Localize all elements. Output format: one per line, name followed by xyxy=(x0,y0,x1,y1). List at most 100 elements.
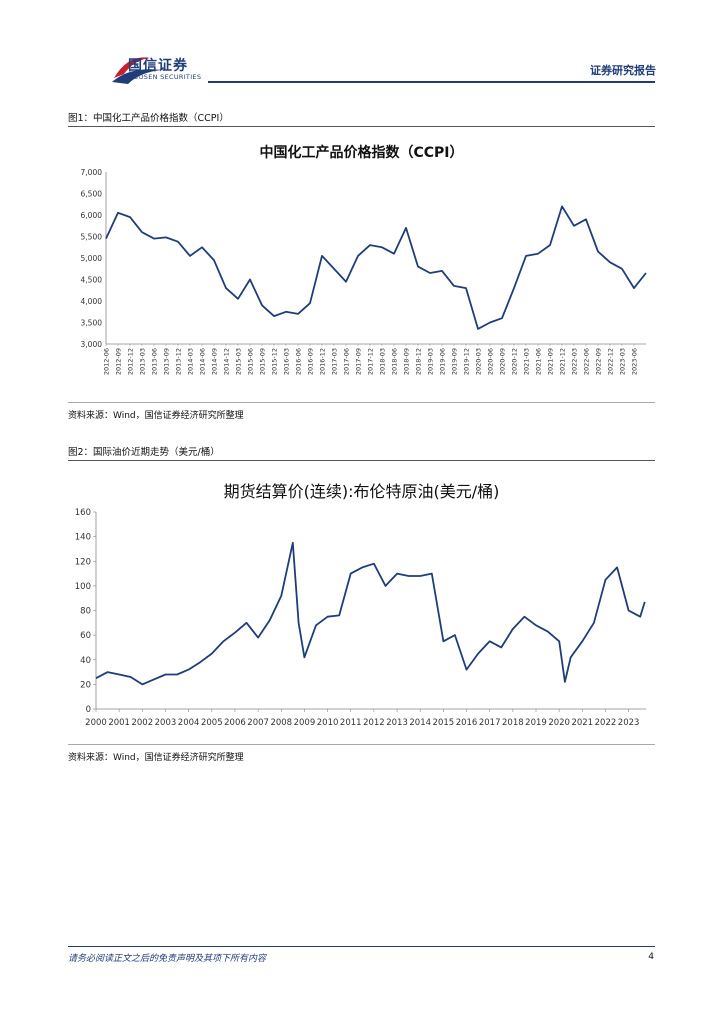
x-tick-label: 2018-12 xyxy=(415,348,423,375)
x-tick-label: 2006 xyxy=(224,718,246,728)
y-tick-label: 7,000 xyxy=(81,168,103,177)
x-tick-label: 2020-09 xyxy=(499,348,507,375)
y-tick-label: 160 xyxy=(75,508,91,518)
brand-name-en: GUOSEN SECURITIES xyxy=(128,73,202,81)
x-tick-label: 2015-12 xyxy=(271,348,279,375)
x-tick-label: 2017-03 xyxy=(331,348,339,375)
x-tick-label: 2022-03 xyxy=(571,348,579,375)
x-tick-label: 2009 xyxy=(294,718,316,728)
x-tick-label: 2021-03 xyxy=(523,348,531,375)
logo-red-swoosh xyxy=(114,57,150,78)
x-tick-label: 2004 xyxy=(178,718,200,728)
x-tick-label: 2002 xyxy=(131,718,153,728)
x-tick-label: 2015-03 xyxy=(235,348,243,375)
x-tick-label: 2012-06 xyxy=(103,348,111,375)
y-tick-label: 80 xyxy=(80,607,91,617)
x-tick-label: 2015 xyxy=(433,718,455,728)
x-tick-label: 2011 xyxy=(340,718,362,728)
y-tick-label: 4,500 xyxy=(81,276,103,285)
x-tick-label: 2013-06 xyxy=(151,348,159,375)
x-tick-label: 2021-06 xyxy=(535,348,543,375)
y-tick-label: 6,000 xyxy=(81,211,103,220)
x-tick-label: 2022-09 xyxy=(595,348,603,375)
y-tick-label: 40 xyxy=(80,656,91,666)
figure-1-source: 资料来源：Wind，国信证券经济研究所整理 xyxy=(68,411,244,421)
figure-2-source: 资料来源：Wind，国信证券经济研究所整理 xyxy=(68,753,244,763)
x-tick-label: 2018-06 xyxy=(391,348,399,375)
header-rule xyxy=(208,81,655,83)
x-tick-label: 2021-09 xyxy=(547,348,555,375)
x-tick-label: 2016-06 xyxy=(295,348,303,375)
x-tick-label: 2017-09 xyxy=(355,348,363,375)
x-tick-label: 2020-12 xyxy=(511,348,519,375)
x-tick-label: 2014-12 xyxy=(223,348,231,375)
x-tick-label: 2019-06 xyxy=(439,348,447,375)
x-tick-label: 2008 xyxy=(270,718,292,728)
x-tick-label: 2015-06 xyxy=(247,348,255,375)
x-tick-label: 2020 xyxy=(548,718,570,728)
x-tick-label: 2022-06 xyxy=(583,348,591,375)
x-tick-label: 2022-12 xyxy=(607,348,615,375)
x-tick-label: 2023 xyxy=(618,718,640,728)
figure-2-top-rule xyxy=(68,460,655,461)
x-tick-label: 2007 xyxy=(247,718,269,728)
x-tick-label: 2019 xyxy=(525,718,547,728)
y-tick-label: 100 xyxy=(75,582,91,592)
x-tick-label: 2020-03 xyxy=(475,348,483,375)
x-tick-label: 2016-09 xyxy=(307,348,315,375)
x-tick-label: 2012-12 xyxy=(127,348,135,375)
chart-1-title: 中国化工产品价格指数（CCPI） xyxy=(259,145,464,161)
x-tick-label: 2021-12 xyxy=(559,348,567,375)
x-tick-label: 2017 xyxy=(479,718,501,728)
x-tick-label: 2016-03 xyxy=(283,348,291,375)
disclaimer-note: 请务必阅读正文之后的免责声明及其项下所有内容 xyxy=(68,954,267,964)
x-tick-label: 2014-09 xyxy=(211,348,219,375)
report-type-label: 证券研究报告 xyxy=(590,64,656,77)
x-tick-label: 2014-06 xyxy=(199,348,207,375)
x-tick-label: 2014-03 xyxy=(187,348,195,375)
figure-1-top-rule xyxy=(68,126,655,127)
x-tick-label: 2020-06 xyxy=(487,348,495,375)
x-tick-label: 2013 xyxy=(386,718,408,728)
y-tick-label: 20 xyxy=(80,680,91,690)
x-tick-label: 2016-12 xyxy=(319,348,327,375)
x-tick-label: 2017-06 xyxy=(343,348,351,375)
y-tick-label: 4,000 xyxy=(81,297,103,306)
chart-2-title: 期货结算价(连续):布伦特原油(美元/桶) xyxy=(223,482,500,501)
footer-rule xyxy=(68,946,655,947)
y-tick-label: 120 xyxy=(75,557,91,567)
x-tick-label: 2019-12 xyxy=(463,348,471,375)
x-tick-label: 2016 xyxy=(456,718,478,728)
x-tick-label: 2012 xyxy=(363,718,385,728)
x-tick-label: 2015-09 xyxy=(259,348,267,375)
x-tick-label: 2001 xyxy=(108,718,130,728)
y-tick-label: 60 xyxy=(80,631,91,641)
y-tick-label: 5,000 xyxy=(81,254,103,263)
x-tick-label: 2010 xyxy=(317,718,339,728)
x-tick-label: 2014 xyxy=(409,718,431,728)
x-tick-label: 2003 xyxy=(155,718,177,728)
brent-series-line xyxy=(95,541,646,686)
x-tick-label: 2013-12 xyxy=(175,348,183,375)
page-number: 4 xyxy=(648,952,654,962)
x-tick-label: 2019-09 xyxy=(451,348,459,375)
x-tick-label: 2013-03 xyxy=(139,348,147,375)
x-tick-label: 2021 xyxy=(571,718,593,728)
figure-1-caption: 图1：中国化工产品价格指数（CCPI） xyxy=(68,113,229,124)
chart-1-ccpi: 7,000 6,500 6,000 5,500 5,000 4,500 4,000 3,500… xyxy=(81,168,647,375)
y-tick-label: 140 xyxy=(75,533,91,543)
figure-2-bottom-rule xyxy=(68,744,655,745)
guosen-logo xyxy=(112,57,162,84)
x-tick-label: 2023-06 xyxy=(631,348,639,375)
y-tick-label: 3,000 xyxy=(81,340,103,349)
brand-name-cn: 国信证券 xyxy=(128,58,188,74)
figure-1-bottom-rule xyxy=(68,402,655,403)
x-tick-label: 2018 xyxy=(502,718,524,728)
x-tick-label: 2018-03 xyxy=(379,348,387,375)
figure-2-caption: 图2：国际油价近期走势（美元/桶） xyxy=(68,447,220,458)
x-tick-label: 2018-09 xyxy=(403,348,411,375)
ccpi-series-line xyxy=(105,205,647,330)
y-tick-label: 0 xyxy=(86,705,91,715)
x-tick-label: 2019-03 xyxy=(427,348,435,375)
